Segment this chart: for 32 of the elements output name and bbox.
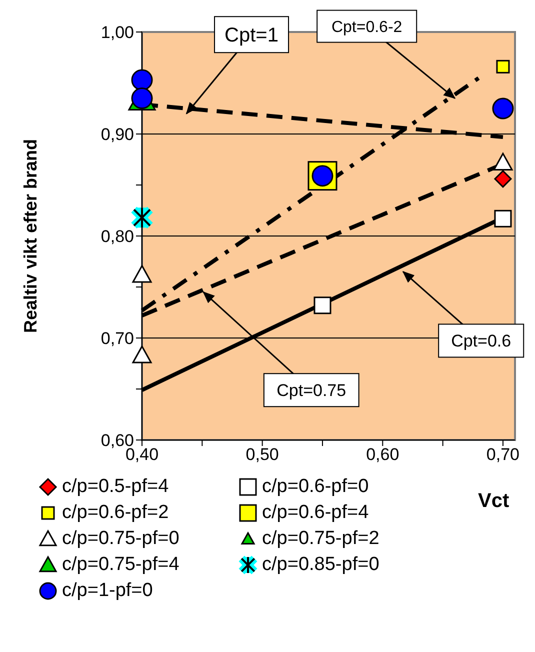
legend-label: c/p=0.75-pf=0 xyxy=(62,528,180,550)
y-axis-title: Realtiv vikt efter brand xyxy=(20,138,40,334)
x-tick-label: 0,60 xyxy=(366,445,400,464)
y-tick-label: 0,80 xyxy=(100,227,134,246)
x-tick-label: 0,70 xyxy=(486,445,520,464)
point xyxy=(132,346,152,364)
point xyxy=(132,265,152,283)
y-tick-label: 0,90 xyxy=(100,125,134,144)
annotation: Cpt=0.6 xyxy=(451,332,512,351)
point xyxy=(314,296,332,314)
legend-label: c/p=0.75-pf=2 xyxy=(262,528,380,550)
annotation: Cpt=0.75 xyxy=(276,381,346,400)
x-axis-title: Vct xyxy=(478,490,510,514)
annotation: Cpt=0.6-2 xyxy=(331,18,402,36)
legend-label: c/p=0.5-pf=4 xyxy=(62,476,169,498)
point xyxy=(493,152,513,171)
legend-label: c/p=0.6-pf=0 xyxy=(262,476,369,498)
legend-label: c/p=1-pf=0 xyxy=(62,580,153,602)
x-tick-label: 0,50 xyxy=(246,445,279,464)
point xyxy=(131,69,153,91)
point xyxy=(494,170,512,188)
point xyxy=(494,210,512,228)
annotation: Cpt=1 xyxy=(224,24,278,47)
y-tick-label: 0,70 xyxy=(100,329,134,348)
point xyxy=(492,98,514,120)
y-tick-label: 1,00 xyxy=(100,23,134,42)
x-tick-label: 0,40 xyxy=(125,445,159,464)
legend-label: c/p=0.85-pf=0 xyxy=(262,554,380,576)
point xyxy=(496,60,510,74)
legend-label: c/p=0.6-pf=2 xyxy=(62,502,169,524)
legend-label: c/p=0.75-pf=4 xyxy=(62,554,180,576)
legend-label: c/p=0.6-pf=4 xyxy=(262,502,369,524)
